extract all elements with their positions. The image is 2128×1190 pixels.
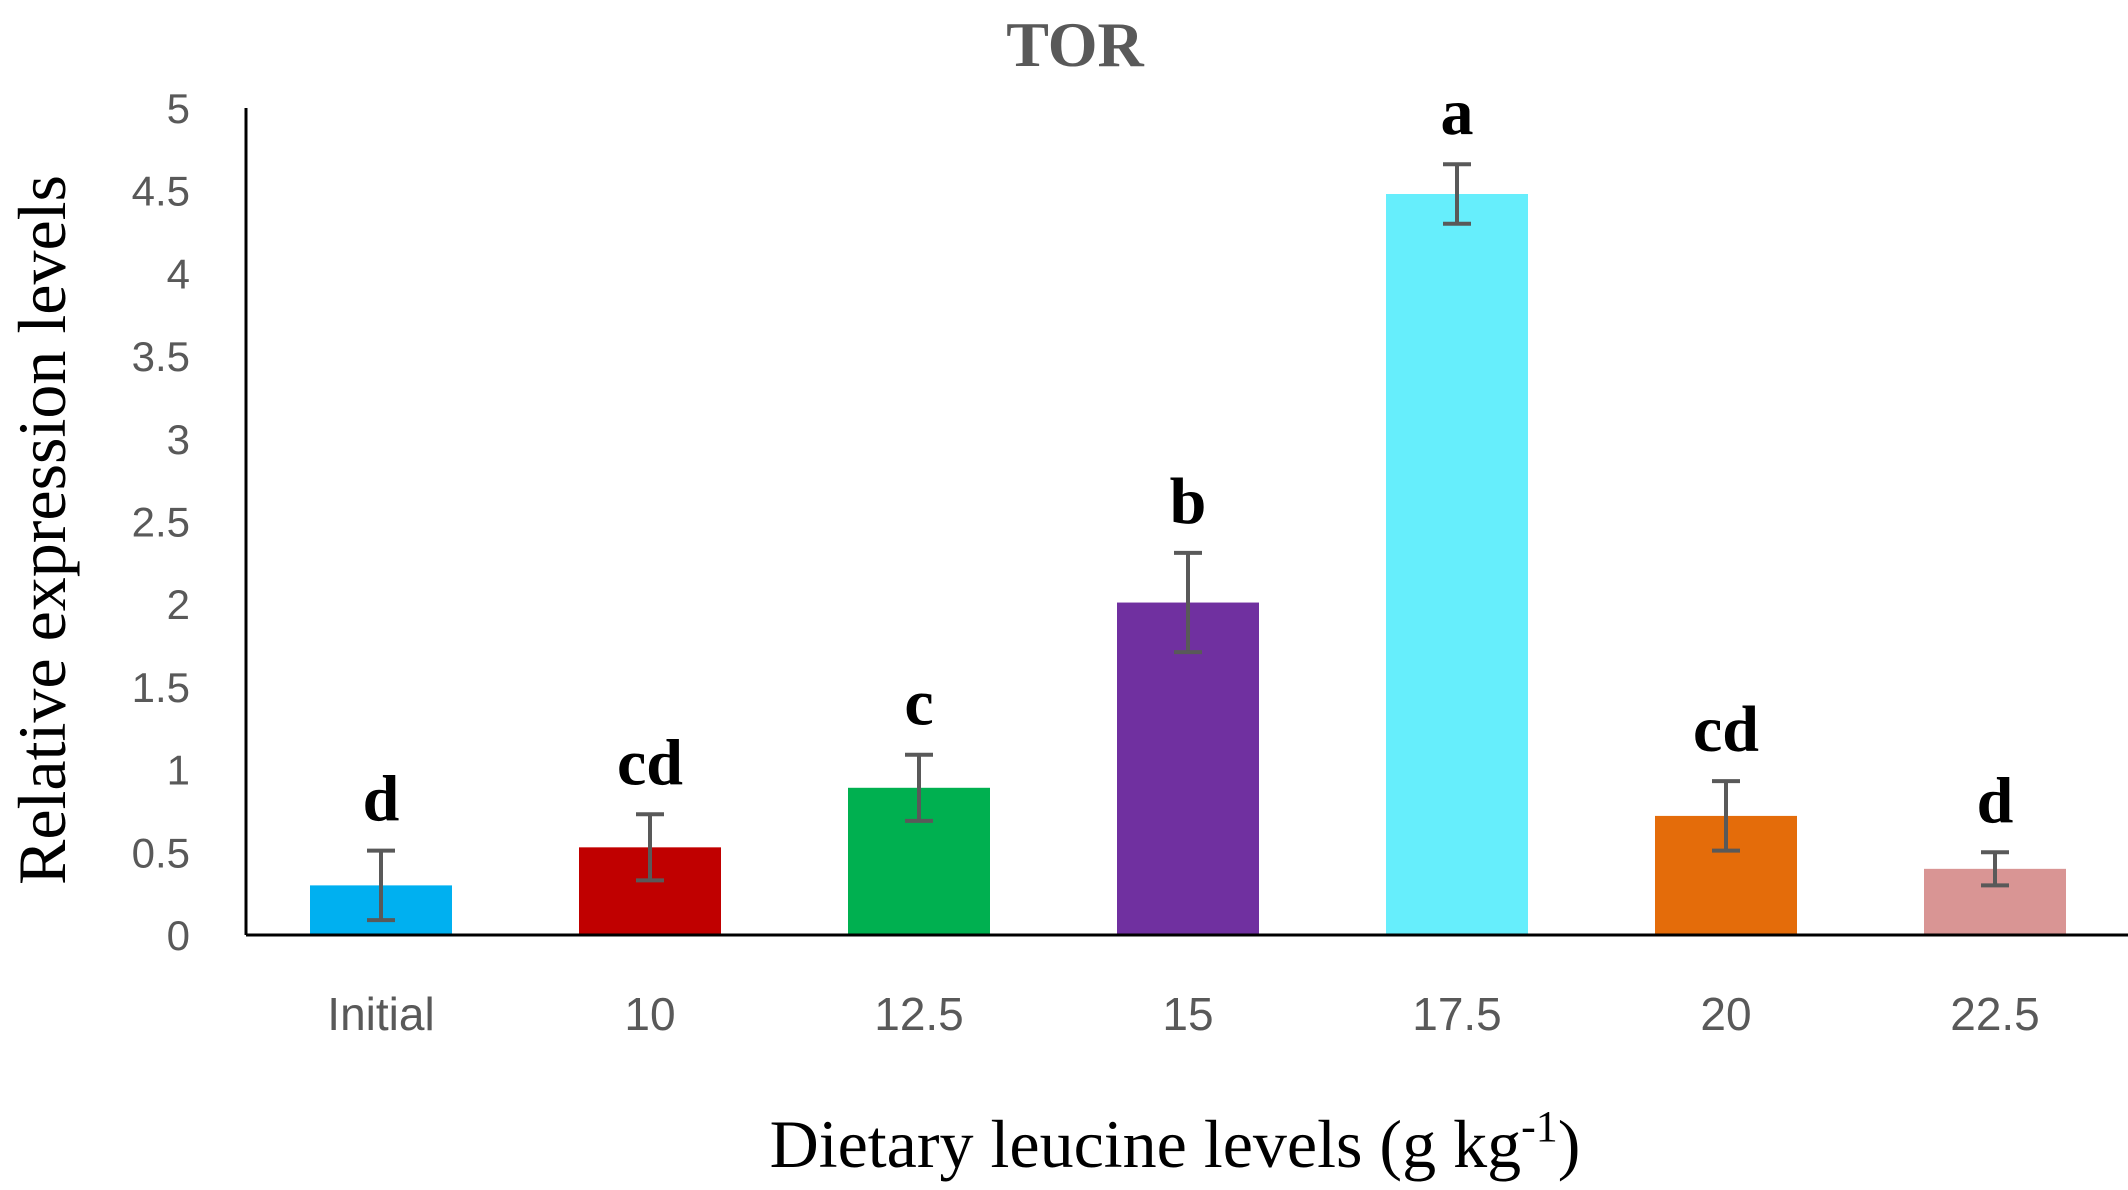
significance-letter: b	[1170, 465, 1207, 538]
x-tick-label: Initial	[327, 988, 434, 1040]
significance-letter: d	[1977, 764, 2014, 837]
significance-letter: cd	[1693, 693, 1759, 766]
x-axis-title-superscript: -1	[1521, 1102, 1558, 1151]
significance-letters: d cd c b a cd d	[363, 76, 2014, 837]
x-tick-label: 22.5	[1950, 988, 2040, 1040]
y-tick-label: 0	[167, 912, 190, 959]
x-tick-label: 12.5	[874, 988, 964, 1040]
significance-letter: d	[363, 763, 400, 836]
x-axis-title-end: )	[1558, 1106, 1581, 1182]
bars	[310, 194, 2066, 935]
x-axis-title-main: Dietary leucine levels (g kg	[770, 1106, 1522, 1182]
y-axis-ticks: 0 0.5 1 1.5 2 2.5 3 3.5 4 4.5 5	[132, 85, 190, 959]
y-tick-label: 1	[167, 747, 190, 794]
y-tick-label: 3	[167, 416, 190, 463]
significance-letter: c	[904, 667, 933, 740]
y-tick-label: 4.5	[132, 168, 190, 215]
x-tick-label: 15	[1162, 988, 1213, 1040]
y-tick-label: 2	[167, 581, 190, 628]
y-tick-label: 1.5	[132, 664, 190, 711]
y-tick-label: 0.5	[132, 829, 190, 876]
significance-letter: cd	[617, 726, 683, 799]
x-tick-label: 17.5	[1412, 988, 1502, 1040]
x-tick-label: 20	[1700, 988, 1751, 1040]
x-axis-title: Dietary leucine levels (g kg-1)	[770, 1102, 1581, 1182]
y-tick-label: 5	[167, 85, 190, 132]
bar	[1117, 602, 1259, 935]
chart-title: TOR	[1006, 9, 1144, 80]
significance-letter: a	[1441, 76, 1474, 149]
x-axis-ticks: Initial 10 12.5 15 17.5 20 22.5	[327, 988, 2039, 1040]
y-axis-title: Relative expression levels	[4, 175, 80, 885]
y-tick-label: 3.5	[132, 333, 190, 380]
y-tick-label: 2.5	[132, 499, 190, 546]
x-tick-label: 10	[624, 988, 675, 1040]
y-tick-label: 4	[167, 250, 190, 297]
bar	[1386, 194, 1528, 935]
error-bars	[367, 162, 2009, 923]
